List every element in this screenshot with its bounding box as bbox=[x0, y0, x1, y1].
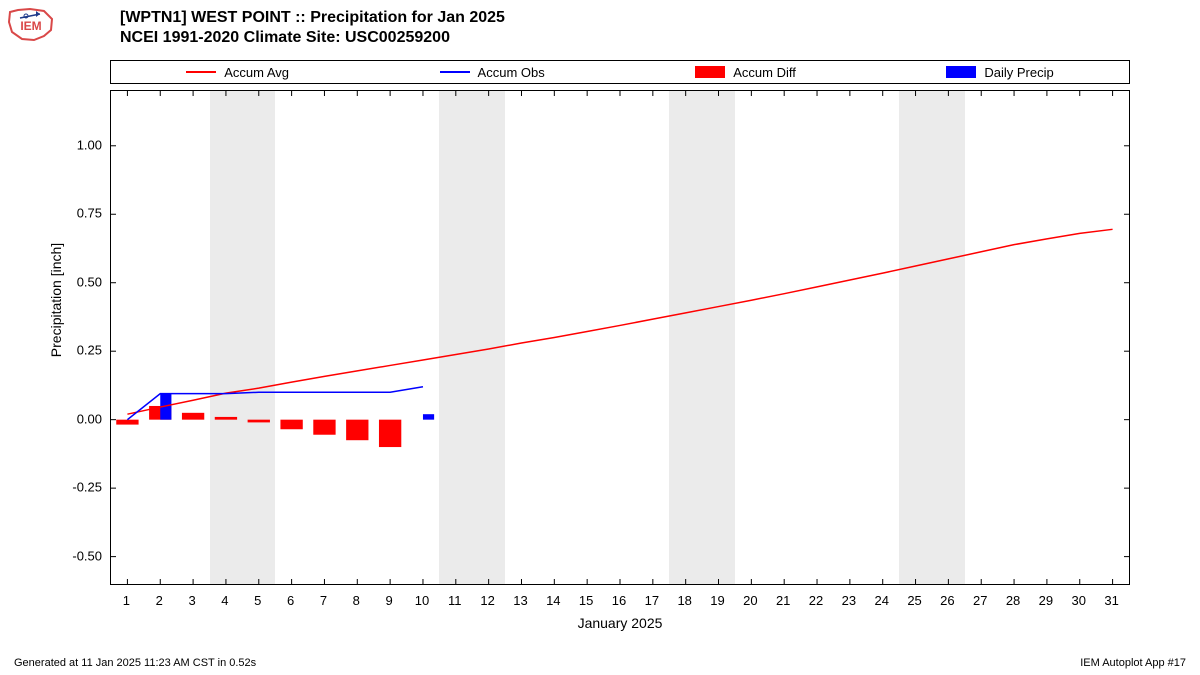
bar-accum-diff bbox=[379, 420, 401, 447]
line-accum-obs bbox=[127, 387, 423, 420]
chart-area: Accum Avg Accum Obs Accum Diff Daily Precip… bbox=[110, 60, 1130, 615]
y-tick-label: 1.00 bbox=[77, 137, 102, 152]
x-tick-label: 28 bbox=[1006, 593, 1020, 608]
x-tick-label: 9 bbox=[386, 593, 393, 608]
x-tick-label: 27 bbox=[973, 593, 987, 608]
legend: Accum Avg Accum Obs Accum Diff Daily Precip bbox=[110, 60, 1130, 84]
y-tick-label: 0.50 bbox=[77, 274, 102, 289]
bar-daily-precip bbox=[423, 414, 434, 419]
x-tick-label: 12 bbox=[480, 593, 494, 608]
bar-accum-diff bbox=[313, 420, 335, 435]
legend-label: Accum Diff bbox=[733, 65, 796, 80]
x-tick-label: 23 bbox=[842, 593, 856, 608]
svg-text:IEM: IEM bbox=[20, 19, 41, 33]
x-tick-label: 16 bbox=[612, 593, 626, 608]
y-tick-label: -0.25 bbox=[72, 480, 102, 495]
x-tick-label: 29 bbox=[1039, 593, 1053, 608]
x-tick-label: 19 bbox=[710, 593, 724, 608]
legend-item: Accum Obs bbox=[440, 65, 545, 80]
x-tick-label: 13 bbox=[513, 593, 527, 608]
x-tick-label: 11 bbox=[448, 593, 462, 608]
plot-svg bbox=[111, 91, 1129, 584]
legend-item: Accum Diff bbox=[695, 65, 796, 80]
x-tick-label: 7 bbox=[320, 593, 327, 608]
footer-right: IEM Autoplot App #17 bbox=[1080, 657, 1186, 669]
bar-accum-diff bbox=[182, 413, 204, 420]
legend-swatch bbox=[695, 66, 725, 78]
x-tick-label: 20 bbox=[743, 593, 757, 608]
chart-title: [WPTN1] WEST POINT :: Precipitation for … bbox=[120, 8, 505, 48]
legend-label: Accum Avg bbox=[224, 65, 289, 80]
legend-swatch bbox=[186, 71, 216, 73]
x-tick-label: 18 bbox=[677, 593, 691, 608]
footer-left: Generated at 11 Jan 2025 11:23 AM CST in… bbox=[14, 657, 256, 669]
y-tick-label: 0.75 bbox=[77, 206, 102, 221]
x-tick-label: 15 bbox=[579, 593, 593, 608]
x-tick-label: 24 bbox=[874, 593, 888, 608]
x-tick-label: 25 bbox=[907, 593, 921, 608]
legend-label: Accum Obs bbox=[478, 65, 545, 80]
x-tick-label: 21 bbox=[776, 593, 790, 608]
x-tick-label: 2 bbox=[156, 593, 163, 608]
x-tick-label: 17 bbox=[645, 593, 659, 608]
plot-box bbox=[110, 90, 1130, 585]
x-tick-label: 4 bbox=[221, 593, 228, 608]
x-tick-label: 6 bbox=[287, 593, 294, 608]
bar-accum-diff bbox=[116, 420, 138, 425]
x-axis-label: January 2025 bbox=[110, 615, 1130, 631]
x-tick-label: 26 bbox=[940, 593, 954, 608]
legend-swatch bbox=[440, 71, 470, 73]
x-tick-label: 10 bbox=[415, 593, 429, 608]
y-tick-label: -0.50 bbox=[72, 548, 102, 563]
x-tick-label: 8 bbox=[353, 593, 360, 608]
bar-accum-diff bbox=[346, 420, 368, 441]
y-tick-label: 0.00 bbox=[77, 411, 102, 426]
x-tick-label: 30 bbox=[1072, 593, 1086, 608]
y-axis-label: Precipitation [inch] bbox=[48, 243, 64, 357]
bar-accum-diff bbox=[248, 420, 270, 423]
title-line-2: NCEI 1991-2020 Climate Site: USC00259200 bbox=[120, 28, 505, 48]
legend-swatch bbox=[946, 66, 976, 78]
y-tick-label: 0.25 bbox=[77, 343, 102, 358]
x-tick-label: 14 bbox=[546, 593, 560, 608]
legend-item: Accum Avg bbox=[186, 65, 289, 80]
x-tick-label: 22 bbox=[809, 593, 823, 608]
legend-label: Daily Precip bbox=[984, 65, 1053, 80]
bar-accum-diff bbox=[280, 420, 302, 430]
line-accum-avg bbox=[127, 229, 1112, 414]
legend-item: Daily Precip bbox=[946, 65, 1053, 80]
x-tick-label: 5 bbox=[254, 593, 261, 608]
x-tick-label: 1 bbox=[123, 593, 130, 608]
bar-accum-diff bbox=[215, 417, 237, 420]
title-line-1: [WPTN1] WEST POINT :: Precipitation for … bbox=[120, 8, 505, 28]
x-tick-label: 31 bbox=[1104, 593, 1118, 608]
x-tick-label: 3 bbox=[188, 593, 195, 608]
iem-logo: IEM bbox=[6, 4, 56, 44]
